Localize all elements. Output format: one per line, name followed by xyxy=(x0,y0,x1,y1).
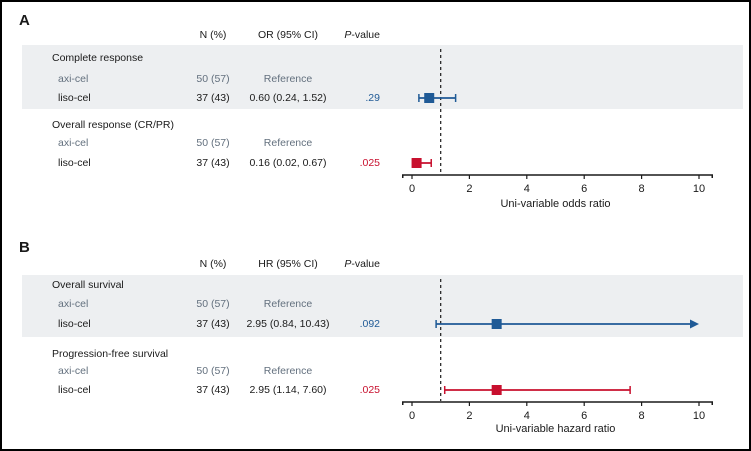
estimate-value: 2.95 (0.84, 10.43) xyxy=(246,318,330,330)
estimate-value: 0.60 (0.24, 1.52) xyxy=(249,92,327,104)
section-title-overall-response: Overall response (CR/PR) xyxy=(52,119,174,131)
panel-b-label: B xyxy=(19,239,31,256)
row-pfs-axi-cel: axi-cel 50 (57) Reference xyxy=(2,363,402,379)
treatment-name: liso-cel xyxy=(58,384,91,396)
panel-a-table-header: N (%) OR (95% CI) P-value xyxy=(2,27,402,43)
panel-b-table-header: N (%) HR (95% CI) P-value xyxy=(2,256,402,272)
shaded-band-overall-survival xyxy=(22,275,743,337)
row-overall-response-axi-cel: axi-cel 50 (57) Reference xyxy=(2,135,402,151)
estimate-value: Reference xyxy=(263,365,313,377)
panel-a-label: A xyxy=(19,12,31,29)
n-pct-value: 50 (57) xyxy=(196,73,230,85)
tick-label: 4 xyxy=(524,410,530,422)
section-title-overall-survival: Overall survival xyxy=(52,279,124,291)
p-value: .29 xyxy=(365,92,380,104)
tick-label: 6 xyxy=(581,183,587,195)
section-title-complete-response: Complete response xyxy=(52,52,144,64)
tick-label: 8 xyxy=(639,183,645,195)
treatment-name: liso-cel xyxy=(58,318,91,330)
treatment-name: axi-cel xyxy=(58,73,89,85)
estimate-value: 0.16 (0.02, 0.67) xyxy=(249,157,327,169)
n-pct-value: 50 (57) xyxy=(196,298,230,310)
p-value: .092 xyxy=(359,318,380,330)
n-pct-value: 37 (43) xyxy=(196,157,230,169)
point-marker xyxy=(411,158,422,168)
tick-label: 10 xyxy=(693,183,705,195)
tick-label: 2 xyxy=(466,183,472,195)
estimate-value: Reference xyxy=(263,298,313,310)
row-complete-response-axi-cel: axi-cel 50 (57) Reference xyxy=(2,71,402,87)
col-header-estimate: HR (95% CI) xyxy=(258,258,318,270)
tick-label: 0 xyxy=(409,183,415,195)
treatment-name: axi-cel xyxy=(58,365,89,377)
treatment-name: axi-cel xyxy=(58,137,89,149)
shaded-band-complete-response xyxy=(22,45,743,109)
row-overall-response-liso-cel: liso-cel 37 (43) 0.16 (0.02, 0.67) .025 xyxy=(2,155,402,171)
tick-label: 6 xyxy=(581,410,587,422)
col-header-n: N (%) xyxy=(199,258,227,270)
row-pfs-liso-cel: liso-cel 37 (43) 2.95 (1.14, 7.60) .025 xyxy=(2,382,402,398)
p-value: .025 xyxy=(359,384,380,396)
row-overall-survival-axi-cel: axi-cel 50 (57) Reference xyxy=(2,296,402,312)
col-header-pvalue: P-value xyxy=(344,29,380,41)
row-complete-response-liso-cel: liso-cel 37 (43) 0.60 (0.24, 1.52) .29 xyxy=(2,90,402,106)
tick-label: 4 xyxy=(524,183,530,195)
row-overall-survival-liso-cel: liso-cel 37 (43) 2.95 (0.84, 10.43) .092 xyxy=(2,316,402,332)
treatment-name: liso-cel xyxy=(58,157,91,169)
point-marker xyxy=(491,385,502,395)
tick-label: 8 xyxy=(639,410,645,422)
tick-label: 10 xyxy=(693,410,705,422)
estimate-value: Reference xyxy=(263,137,313,149)
n-pct-value: 37 (43) xyxy=(196,92,230,104)
n-pct-value: 50 (57) xyxy=(196,137,230,149)
col-header-n: N (%) xyxy=(199,29,227,41)
section-title-progression-free-survival: Progression-free survival xyxy=(52,348,169,360)
n-pct-value: 37 (43) xyxy=(196,318,230,330)
estimate-value: Reference xyxy=(263,73,313,85)
tick-label: 0 xyxy=(409,410,415,422)
panel-a-axis-label: Uni-variable odds ratio xyxy=(500,198,611,210)
estimate-value: 2.95 (1.14, 7.60) xyxy=(249,384,327,396)
panel-b-axis-label: Uni-variable hazard ratio xyxy=(495,423,616,435)
n-pct-value: 50 (57) xyxy=(196,365,230,377)
p-value: .025 xyxy=(359,157,380,169)
treatment-name: liso-cel xyxy=(58,92,91,104)
tick-label: 2 xyxy=(466,410,472,422)
col-header-estimate: OR (95% CI) xyxy=(257,29,319,41)
n-pct-value: 37 (43) xyxy=(196,384,230,396)
col-header-pvalue: P-value xyxy=(344,258,380,270)
treatment-name: axi-cel xyxy=(58,298,89,310)
